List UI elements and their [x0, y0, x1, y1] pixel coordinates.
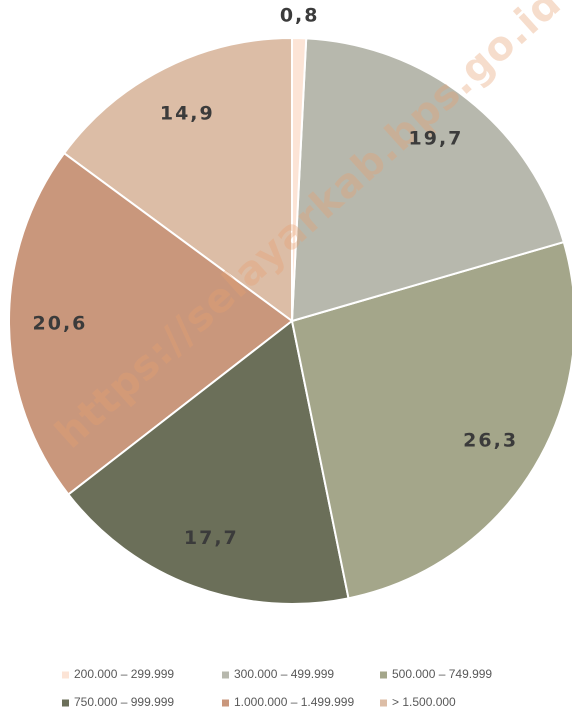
- data-label: 20,6: [33, 312, 88, 334]
- slice: [66, 319, 350, 605]
- data-label: 14,9: [160, 102, 215, 124]
- legend-label: 1.000.000 – 1.499.999: [234, 695, 354, 709]
- legend-label: 200.000 – 299.999: [74, 667, 174, 681]
- data-label: 19,7: [409, 127, 464, 149]
- legend-label: 500.000 – 749.999: [392, 667, 492, 681]
- slice: [290, 240, 572, 600]
- legend-label: > 1.500.000: [392, 695, 456, 709]
- data-label: 0,8: [280, 5, 320, 27]
- legend-label: 750.000 – 999.999: [74, 695, 174, 709]
- legend-swatch: [62, 699, 69, 707]
- legend-label: 300.000 – 499.999: [234, 667, 334, 681]
- legend-swatch: [222, 699, 229, 707]
- legend-swatch: [62, 671, 69, 679]
- slice: [291, 36, 308, 322]
- slice: [290, 37, 566, 323]
- data-label: 26,3: [463, 430, 518, 452]
- legend-swatch: [380, 699, 387, 707]
- slice: [8, 151, 294, 496]
- legend-swatch: [380, 671, 387, 679]
- legend-swatch: [222, 671, 229, 679]
- slice: [62, 36, 293, 323]
- data-label: 17,7: [184, 527, 239, 549]
